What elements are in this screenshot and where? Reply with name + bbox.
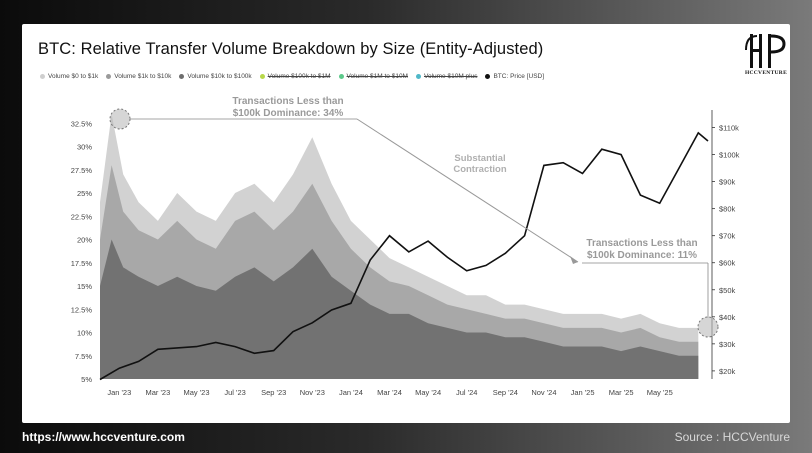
legend-item-5[interactable]: Volume $10M plus — [415, 73, 478, 80]
legend-item-0[interactable]: Volume $0 to $1k — [40, 73, 98, 80]
hccventure-logo-icon — [745, 34, 786, 68]
legend-label: Volume $100k to $1M — [267, 73, 331, 80]
y-left-tick-label: 15% — [77, 282, 92, 291]
y-right-tick-label: $20k — [719, 367, 736, 376]
x-tick-label: Jul '23 — [224, 388, 245, 397]
chart-title: BTC: Relative Transfer Volume Breakdown … — [38, 40, 544, 58]
y-right-tick-label: $40k — [719, 313, 736, 322]
legend-swatch — [179, 74, 185, 79]
x-tick-label: Jan '25 — [571, 388, 595, 397]
annotation-34-line1: Transactions Less than — [232, 96, 343, 107]
x-tick-label: Sep '24 — [493, 388, 518, 397]
x-tick-label: Jan '23 — [107, 388, 131, 397]
y-left-tick-label: 27.5% — [71, 166, 93, 175]
contraction-line2: Contraction — [453, 164, 507, 175]
legend-label: BTC: Price [USD] — [493, 73, 545, 80]
contraction-line1: Substantial — [454, 153, 505, 164]
x-tick-label: Mar '23 — [146, 388, 171, 397]
source-credit: Source : HCCVenture — [674, 430, 790, 444]
y-left-tick-label: 17.5% — [71, 259, 93, 268]
y-right-tick-label: $70k — [719, 232, 736, 241]
logo-text: HCCVENTURE — [744, 70, 788, 76]
y-right-tick-label: $90k — [719, 178, 736, 187]
legend-label: Volume $1k to $10k — [114, 73, 172, 80]
x-tick-label: Nov '24 — [531, 388, 556, 397]
chart-plot: 5% 7.5% 10% 12.5% 15% 17.5% 20% 22.5% 25% 27.5% 30… — [71, 96, 740, 397]
x-tick-label: May '25 — [647, 388, 673, 397]
annotation-34-line2: $100k Dominance: 34% — [233, 108, 344, 119]
legend-item-2[interactable]: Volume $10k to $100k — [179, 73, 252, 80]
y-left-tick-label: 10% — [77, 329, 92, 338]
chart-card: BTC: Relative Transfer Volume Breakdown … — [22, 24, 790, 423]
x-tick-label: Mar '24 — [377, 388, 402, 397]
x-tick-label: Jul '24 — [456, 388, 477, 397]
y-right-tick-label: $110k — [719, 124, 739, 133]
legend-swatch — [485, 74, 491, 79]
website-url[interactable]: https://www.hccventure.com — [22, 430, 185, 444]
area-series-2 — [100, 239, 699, 379]
contraction-arrowhead — [570, 256, 578, 264]
legend-item-3[interactable]: Volume $100k to $1M — [259, 73, 331, 80]
legend-label: Volume $0 to $1k — [48, 73, 99, 80]
y-left-tick-label: 25% — [77, 189, 92, 198]
annotation-11-line1: Transactions Less than — [586, 238, 697, 249]
legend-swatch — [338, 74, 344, 79]
x-tick-label: Mar '25 — [609, 388, 634, 397]
legend-swatch — [259, 74, 265, 79]
legend-swatch — [106, 74, 112, 79]
annotation-11-line2: $100k Dominance: 11% — [587, 250, 697, 261]
y-left-tick-label: 20% — [77, 236, 92, 245]
y-right-tick-label: $50k — [719, 286, 736, 295]
highlight-circle-34 — [109, 108, 131, 130]
y-right-tick-label: $80k — [719, 205, 736, 214]
x-tick-label: Nov '23 — [300, 388, 325, 397]
legend-label: Volume $10k to $100k — [187, 73, 252, 80]
contraction-arrow — [356, 118, 579, 263]
legend-swatch — [40, 74, 45, 79]
y-left-tick-label: 32.5% — [71, 119, 93, 128]
legend-item-6[interactable]: BTC: Price [USD] — [485, 73, 544, 80]
y-right-tick-label: $100k — [719, 151, 740, 160]
y-left-tick-label: 22.5% — [71, 212, 93, 221]
y-left-tick-label: 5% — [81, 375, 92, 384]
btc-price-line — [99, 131, 709, 381]
x-tick-label: Sep '23 — [261, 388, 286, 397]
y-left-tick-label: 12.5% — [71, 305, 93, 314]
x-tick-label: May '24 — [415, 388, 441, 397]
legend-item-1[interactable]: Volume $1k to $10k — [106, 73, 171, 80]
highlight-circle-11 — [697, 316, 719, 338]
y-left-tick-label: 7.5% — [75, 352, 92, 361]
x-tick-label: May '23 — [183, 388, 209, 397]
y-right-tick-label: $30k — [719, 340, 736, 349]
y-left-tick-label: 30% — [77, 143, 92, 152]
x-tick-label: Jan '24 — [339, 388, 363, 397]
legend: Volume $0 to $1k Volume $1k to $10k Volume… — [40, 73, 544, 80]
y-right-tick-label: $60k — [719, 259, 736, 268]
legend-label: Volume $1M to $10M — [346, 73, 408, 80]
legend-item-4[interactable]: Volume $1M to $10M — [338, 73, 408, 80]
legend-swatch — [415, 74, 421, 79]
legend-label: Volume $10M plus — [423, 73, 478, 80]
